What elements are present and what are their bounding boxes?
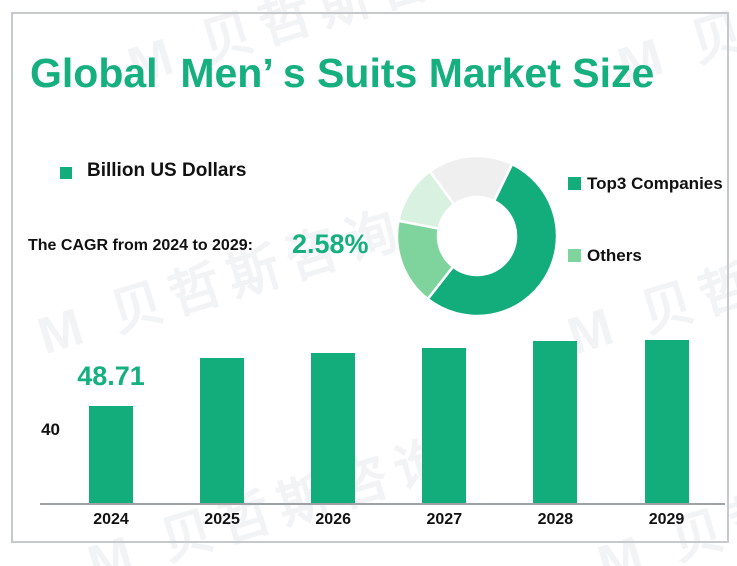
donut-segment-unlabeled-3	[428, 154, 514, 206]
legend-label-others: Others	[587, 246, 642, 265]
bar-2027	[422, 348, 467, 504]
legend-marker-others-icon	[568, 249, 581, 262]
x-tick-2027: 2027	[426, 511, 463, 528]
donut-segment-top3-companies	[426, 162, 559, 318]
cagr-label: The CAGR from 2024 to 2029:	[28, 237, 253, 254]
watermark: M 贝哲斯咨询	[81, 427, 463, 566]
x-tick-2028: 2028	[537, 511, 574, 528]
donut-chart	[395, 154, 559, 318]
x-tick-2025: 2025	[204, 511, 240, 528]
unit-legend-marker-icon	[60, 167, 72, 179]
bar-2028	[533, 341, 578, 504]
x-tick-2026: 2026	[315, 511, 351, 528]
unit-legend-label: Billion US Dollars	[87, 160, 247, 181]
page-title: Global Men’ s Suits Market Size	[30, 50, 655, 96]
x-tick-2024: 2024	[93, 511, 129, 528]
cagr-value: 2.58%	[292, 229, 369, 259]
x-tick-2029: 2029	[648, 511, 685, 528]
y-axis-tick-40: 40	[41, 420, 60, 439]
legend-label-top3: Top3 Companies	[587, 174, 723, 193]
bar-2024	[89, 406, 133, 504]
bar-value-label-2024: 48.71	[77, 361, 145, 391]
bar-2029	[644, 340, 689, 504]
legend-marker-top3-icon	[568, 177, 581, 190]
bar-2026	[311, 353, 356, 504]
bar-2025	[200, 358, 245, 504]
x-axis-line	[40, 503, 725, 505]
watermark: M 贝哲斯咨询	[31, 199, 413, 367]
